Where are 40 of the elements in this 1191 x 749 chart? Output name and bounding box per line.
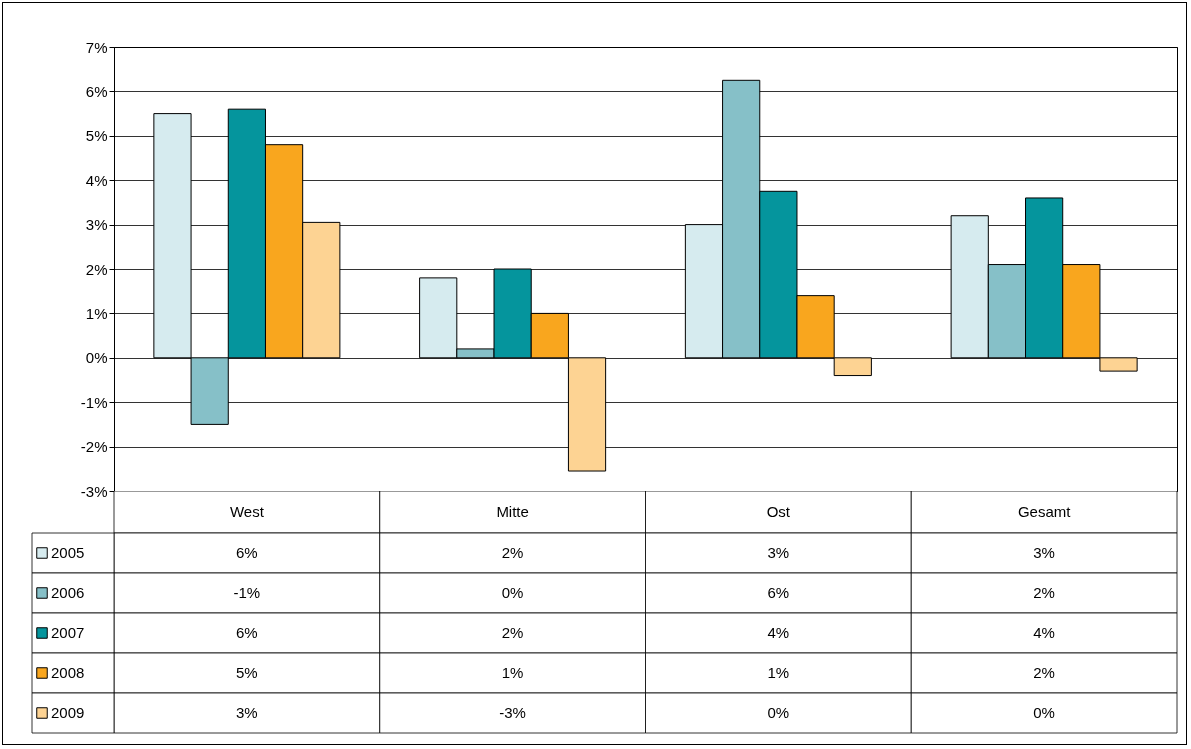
data-label: -1% [233,584,261,601]
legend-label: 2008 [51,664,85,681]
data-label: 1% [501,664,524,681]
legend-label: 2005 [51,544,85,561]
legend-label: 2009 [51,704,85,721]
data-label: 2% [501,624,524,641]
data-label: 1% [767,664,790,681]
y-tick-label: 6% [85,82,108,100]
data-label: 6% [767,584,790,601]
data-label: -3% [499,704,526,721]
data-label: 6% [236,624,258,641]
data-label: 4% [1033,624,1055,641]
y-tick-label: 5% [85,127,108,145]
x-tick-label: Gesamt [1017,503,1072,520]
y-tick-label: -1% [80,393,108,411]
data-label: 0% [501,584,524,601]
x-tick-label: Mitte [496,503,529,520]
legend-label: 2006 [51,584,85,601]
y-tick-label: -3% [80,482,108,500]
data-label: 6% [236,544,258,561]
y-tick-label: 1% [85,304,108,322]
data-label: 3% [236,704,258,721]
data-label: 4% [767,624,790,641]
legend-label: 2007 [51,624,85,641]
data-label: 2% [1033,584,1055,601]
data-label: 5% [236,664,258,681]
y-tick-label: 4% [85,171,108,189]
x-tick-label: West [229,503,265,520]
x-tick-label: Ost [766,503,791,520]
y-tick-label: -2% [80,438,108,456]
y-tick-label: 3% [85,216,108,234]
data-label: 2% [1033,664,1055,681]
y-tick-label: 2% [85,260,108,278]
data-label: 3% [1033,544,1055,561]
data-label: 3% [767,544,790,561]
y-tick-label: 0% [85,349,108,367]
data-label: 0% [767,704,790,721]
data-label: 0% [1033,704,1055,721]
data-label: 2% [501,544,524,561]
y-tick-label: 7% [85,38,108,56]
